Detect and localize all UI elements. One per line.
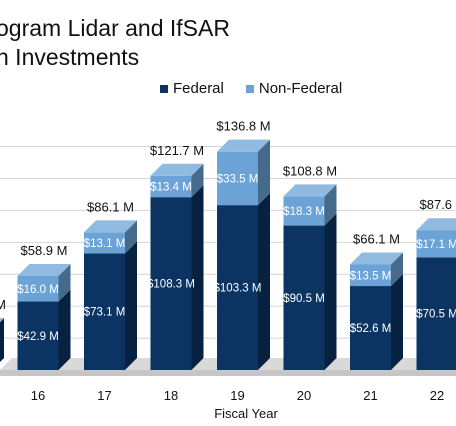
bar-federal [283,225,325,370]
bar-top [150,163,204,176]
total-label: $121.7 M [150,143,204,158]
bar-top [283,184,337,197]
x-tick-label: 18 [164,388,178,403]
bar-federal [416,257,456,370]
data-label-non-federal: $18.3 M [283,206,325,218]
legend-label-non-federal: Non-Federal [258,80,343,97]
bar-non-federal [283,196,325,226]
bar-side-federal [191,185,204,370]
bar-top [0,318,4,323]
x-tick-label: 16 [31,388,45,403]
data-label-non-federal: $16.0 M [17,284,59,296]
data-label-federal: $73.1 M [84,307,126,319]
data-label-federal: $90.5 M [283,293,325,305]
bar-non-federal [350,264,391,287]
total-label: M [0,297,6,312]
bar-side-non-federal [191,163,204,198]
chart-title-line-2: n Investments [0,44,140,70]
x-tick-label: 19 [230,388,244,403]
chart-legend: Federal Non-Federal [160,80,364,97]
bar-side-federal [58,289,71,370]
bar-top [350,252,403,265]
bar-non-federal [416,230,456,258]
data-label-federal: $70.5 M [416,309,456,321]
total-label: $87.6 M [420,197,456,212]
data-label-non-federal: $33.5 M [217,173,259,185]
bar-non-federal [84,232,125,254]
x-axis-label: Fiscal Year [214,406,278,421]
bar-federal [84,253,125,370]
bar-federal [217,205,258,370]
x-tick-label: 17 [97,388,111,403]
bar-federal [17,301,59,370]
legend-swatch-federal [160,84,168,93]
data-label-non-federal: $13.4 M [150,181,192,193]
bar-side-federal [258,193,270,370]
bar-top [84,220,137,233]
bar-side-non-federal [258,139,270,206]
total-label: $66.1 M [353,232,400,247]
data-label-federal: $52.6 M [350,323,392,335]
bar-top [17,263,71,276]
bar-federal [150,197,192,370]
bar-side-non-federal [391,252,403,287]
bar-side-non-federal [125,220,137,254]
bar-federal [350,286,391,370]
bar-non-federal [217,151,258,206]
chart-title: ogram Lidar and IfSAR n Investments [0,14,230,72]
total-label: $86.1 M [87,199,134,214]
bar-side-federal [0,318,4,362]
chart-title-line-1: ogram Lidar and IfSAR [0,15,230,41]
bar-non-federal [17,275,59,302]
chart-floor-edge [0,370,456,376]
total-label: $58.9 M [21,243,68,258]
bar-side-non-federal [324,184,337,226]
x-tick-label: 21 [363,388,377,403]
bar-side-federal [324,213,337,370]
legend-item-non-federal: Non-Federal [245,80,343,97]
bar-top [416,218,456,231]
data-label-non-federal: $13.1 M [84,238,126,250]
x-tick-label: 22 [430,388,444,403]
data-label-non-federal: $13.5 M [350,270,392,282]
bar-top [217,139,270,152]
x-tick-label: 20 [297,388,311,403]
bar-side-non-federal [58,263,71,302]
bar-side-federal [125,241,137,370]
data-label-federal: $42.9 M [17,331,59,343]
bar-non-federal [150,175,192,198]
total-label: $136.8 M [216,119,270,134]
legend-item-federal: Federal [160,80,224,97]
total-label: $108.8 M [283,163,337,178]
legend-label-federal: Federal [173,80,224,97]
data-label-federal: $108.3 M [147,279,195,291]
bar-side-federal [391,274,403,370]
data-label-federal: $103.3 M [214,283,262,295]
data-label-non-federal: $17.1 M [416,239,456,251]
legend-swatch-non-federal [245,84,254,93]
